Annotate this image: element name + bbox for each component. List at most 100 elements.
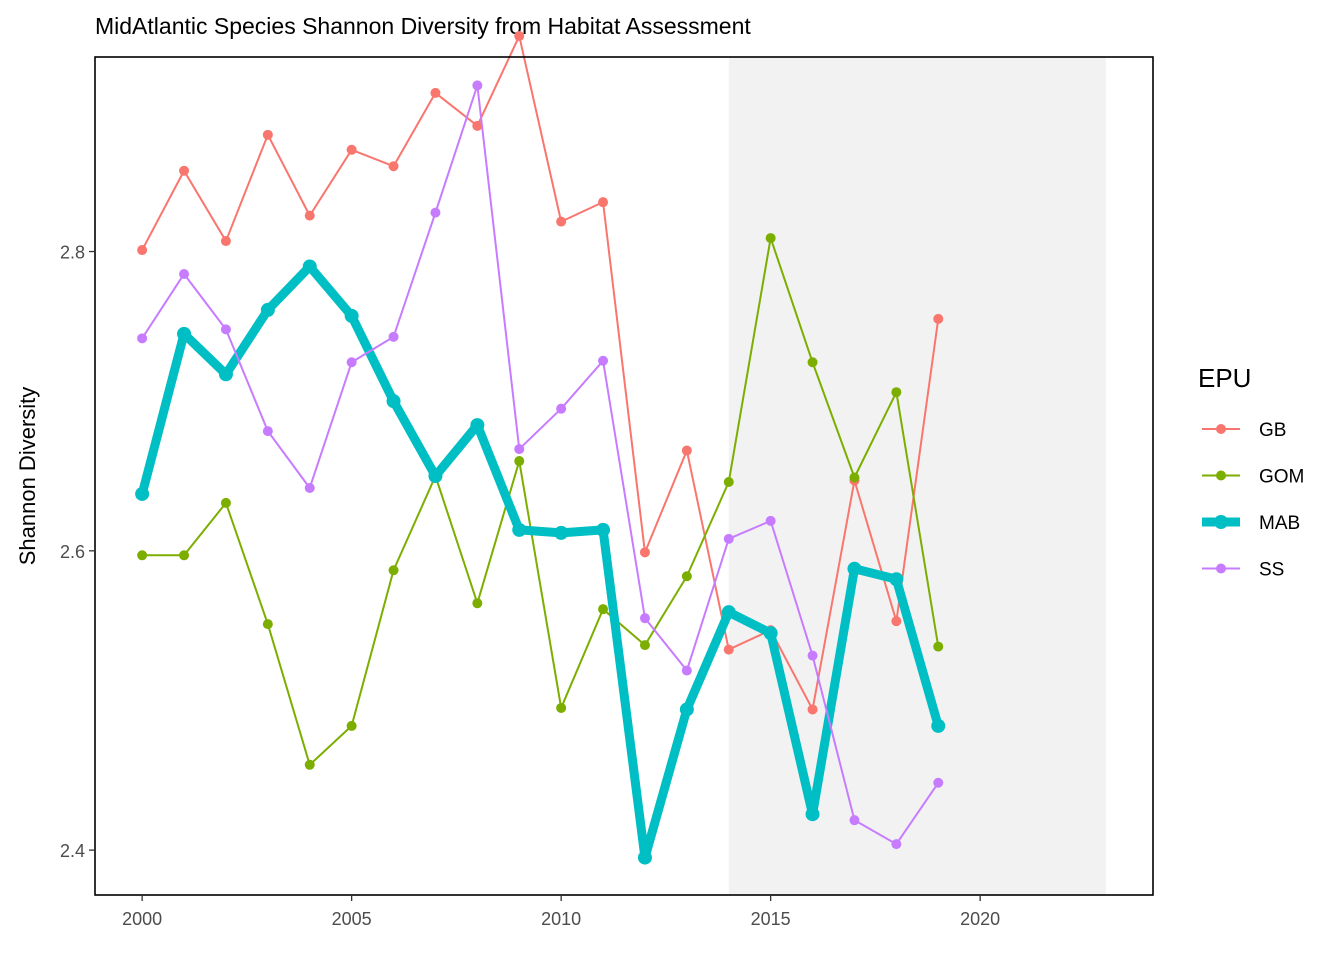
data-point-mab <box>889 572 904 587</box>
data-point-ss <box>765 515 776 526</box>
data-point-mab <box>847 561 862 576</box>
data-point-mab <box>470 418 485 433</box>
data-point-ss <box>723 533 734 544</box>
data-point-gom <box>304 759 315 770</box>
data-point-gom <box>388 565 399 576</box>
x-tick-label: 2010 <box>541 909 581 929</box>
legend-key-point-gom <box>1216 470 1226 481</box>
y-tick-label: 2.4 <box>60 841 85 861</box>
data-point-gb <box>137 245 148 256</box>
x-tick-label: 2000 <box>122 909 162 929</box>
data-point-gom <box>723 476 734 487</box>
data-point-mab <box>260 302 275 317</box>
data-point-gom <box>220 497 231 508</box>
data-point-ss <box>304 482 315 493</box>
data-point-gb <box>598 197 609 208</box>
data-point-gom <box>514 456 525 467</box>
data-point-ss <box>137 333 148 344</box>
data-point-gom <box>598 604 609 615</box>
data-point-mab <box>637 850 652 865</box>
data-point-mab <box>554 525 569 540</box>
data-point-gb <box>639 547 650 558</box>
y-axis-title: Shannon Diversity <box>15 387 40 566</box>
data-point-gom <box>556 702 567 713</box>
data-point-gom <box>933 641 944 652</box>
legend-label-gom: GOM <box>1259 467 1304 488</box>
legend: EPU GB GOM MAB SS <box>1198 363 1304 581</box>
data-point-mab <box>721 605 736 620</box>
data-point-ss <box>933 777 944 788</box>
data-point-gb <box>933 313 944 324</box>
data-point-gom <box>472 598 483 609</box>
data-point-ss <box>430 207 441 218</box>
data-point-gb <box>262 129 273 140</box>
data-point-mab <box>763 626 778 641</box>
legend-key-point-mab <box>1214 515 1228 529</box>
data-point-gom <box>639 640 650 651</box>
data-point-gom <box>137 550 148 561</box>
data-point-gb <box>220 236 231 247</box>
data-point-ss <box>681 665 692 676</box>
data-point-gom <box>849 472 860 483</box>
data-point-mab <box>344 308 359 323</box>
data-point-gom <box>262 619 273 630</box>
x-tick-label: 2005 <box>332 909 372 929</box>
series-line-ss <box>141 84 940 846</box>
data-point-ss <box>179 268 190 279</box>
data-point-gb <box>430 87 441 98</box>
data-point-ss <box>639 613 650 624</box>
panel-border <box>94 56 1154 896</box>
data-point-gom <box>765 233 776 244</box>
data-point-ss <box>346 357 357 368</box>
data-point-gom <box>681 571 692 582</box>
data-point-gom <box>891 387 902 398</box>
data-point-gb <box>514 31 525 42</box>
x-tick-label: 2020 <box>960 909 1000 929</box>
data-point-ss <box>556 403 567 414</box>
data-point-ss <box>807 650 818 661</box>
data-point-ss <box>262 426 273 437</box>
data-point-mab <box>596 522 611 537</box>
y-tick-label: 2.6 <box>60 542 85 562</box>
data-point-gb <box>179 165 190 176</box>
legend-label-mab: MAB <box>1259 513 1300 534</box>
legend-title: EPU <box>1198 363 1251 393</box>
data-point-mab <box>931 718 946 733</box>
data-point-gb <box>472 120 483 131</box>
data-point-mab <box>218 367 233 382</box>
data-point-gb <box>556 216 567 227</box>
data-point-gom <box>346 720 357 731</box>
legend-key-point-gb <box>1216 424 1226 434</box>
data-point-mab <box>679 702 694 717</box>
data-point-mab <box>428 469 443 483</box>
series-line-gb <box>141 35 940 711</box>
legend-label-gb: GB <box>1259 420 1286 441</box>
data-point-gom <box>179 550 190 561</box>
series-line-gom <box>142 237 940 766</box>
data-point-mab <box>386 394 401 409</box>
plot-panel: 2000 2005 2010 2015 2020 2.4 2.6 2.8 <box>60 31 1154 929</box>
data-point-gb <box>346 144 357 155</box>
data-point-mab <box>512 522 527 537</box>
chart-title: MidAtlantic Species Shannon Diversity fr… <box>95 13 751 39</box>
data-point-gb <box>304 210 315 221</box>
data-point-mab <box>177 326 192 341</box>
data-point-ss <box>598 355 609 366</box>
data-point-gom <box>807 357 818 368</box>
data-point-gb <box>807 704 818 715</box>
x-tick-label: 2015 <box>751 909 791 929</box>
data-point-ss <box>891 839 902 850</box>
data-point-gb <box>681 445 692 456</box>
data-point-ss <box>220 324 231 335</box>
data-point-gb <box>723 644 734 655</box>
legend-label-ss: SS <box>1259 560 1284 581</box>
data-point-gb <box>891 616 902 627</box>
data-point-ss <box>514 444 525 455</box>
data-point-ss <box>849 815 860 826</box>
data-point-mab <box>805 807 820 822</box>
data-point-gb <box>388 161 399 172</box>
data-point-mab <box>302 259 317 274</box>
data-point-ss <box>472 80 483 91</box>
